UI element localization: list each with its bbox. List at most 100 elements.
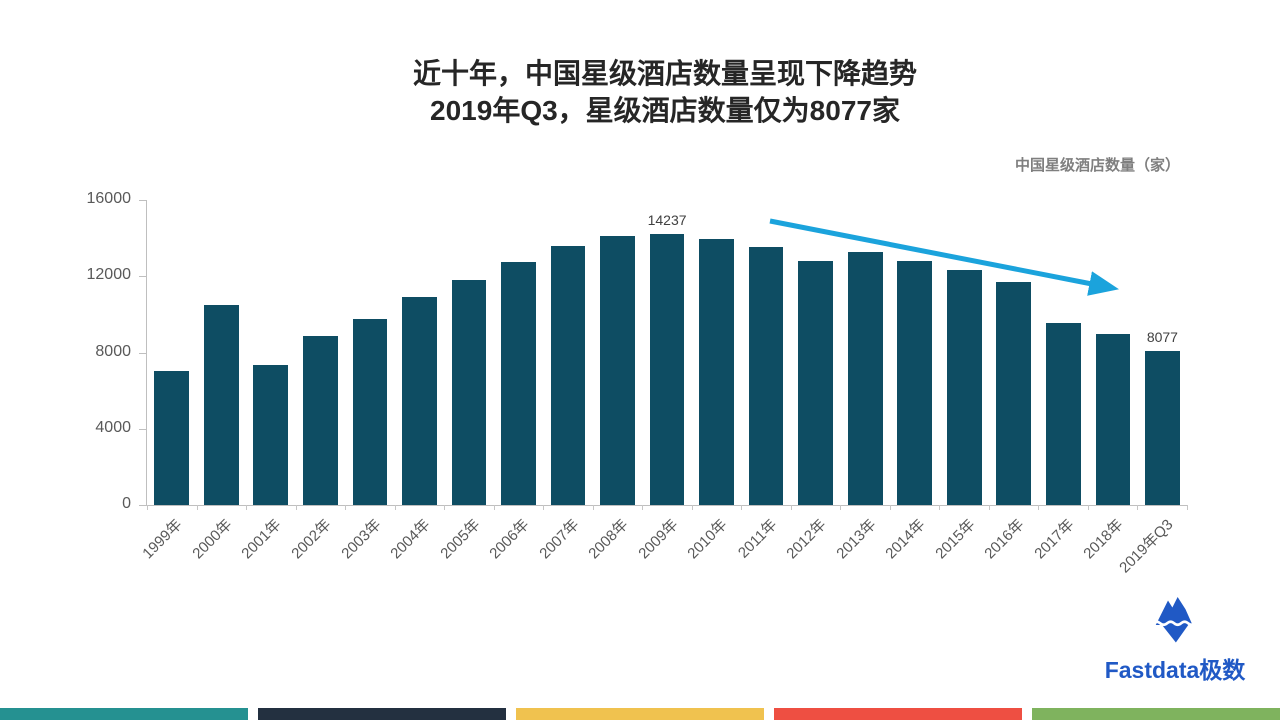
x-tick-label: 2003年 bbox=[337, 516, 385, 563]
bar-2013年 bbox=[847, 252, 883, 505]
bar-2003年 bbox=[352, 319, 388, 505]
x-tick-mark bbox=[493, 505, 495, 510]
x-tick-mark bbox=[295, 505, 297, 510]
x-tick-label: 2004年 bbox=[387, 516, 434, 563]
bar-column: 2003年 bbox=[338, 200, 395, 562]
x-tick-mark bbox=[592, 505, 594, 510]
x-tick-mark bbox=[345, 505, 347, 510]
bar-column: 2002年 bbox=[288, 200, 346, 562]
x-tick-label: 2010年 bbox=[684, 516, 731, 563]
y-tick-label: 16000 bbox=[86, 190, 132, 207]
bar-column: 1999年 bbox=[140, 200, 197, 562]
x-tick-label: 2014年 bbox=[882, 516, 929, 563]
x-tick-label: 2007年 bbox=[535, 516, 583, 563]
bar-column: 2007年 bbox=[536, 200, 593, 562]
x-tick-mark bbox=[1087, 505, 1089, 510]
y-tick-mark bbox=[139, 428, 147, 430]
bar-2018年 bbox=[1095, 334, 1131, 505]
x-tick-label: 2002年 bbox=[288, 516, 335, 563]
bar-2001年 bbox=[253, 365, 289, 505]
x-tick-mark bbox=[147, 505, 148, 510]
data-label: 8077 bbox=[1146, 329, 1178, 345]
bar-column: 2013年 bbox=[833, 200, 890, 562]
bar-2016年 bbox=[996, 282, 1032, 505]
x-tick-label: 2015年 bbox=[932, 516, 979, 563]
stripe-segment bbox=[0, 708, 248, 720]
x-tick-label: 2000年 bbox=[189, 516, 236, 563]
bar-2005年 bbox=[451, 280, 487, 505]
x-tick-label: 2012年 bbox=[783, 516, 830, 563]
x-tick-mark bbox=[394, 505, 396, 510]
bar-column: 14237 2009年 bbox=[635, 200, 692, 562]
x-tick-mark bbox=[1187, 505, 1188, 510]
iceberg-icon bbox=[1152, 597, 1196, 643]
bar-chart: 0 4000 8000 12000 16000 1999年 2000年 2001年 2002年… bbox=[87, 190, 1188, 577]
bar-column: 2012年 bbox=[784, 200, 841, 562]
x-tick-mark bbox=[196, 505, 198, 510]
bar-2015年 bbox=[946, 270, 982, 505]
x-tick-label: 2013年 bbox=[833, 516, 880, 563]
bar-2012年 bbox=[798, 261, 833, 505]
plot-area: 1999年 2000年 2001年 2002年 2003年 2004年 2005年 2006年… bbox=[140, 200, 1188, 577]
bar-column: 8077 2019年Q3 bbox=[1116, 200, 1188, 577]
bar-2004年 bbox=[402, 297, 437, 505]
x-tick-mark bbox=[939, 505, 941, 510]
bar-2008年 bbox=[600, 236, 635, 505]
x-tick-mark bbox=[988, 505, 990, 510]
stripe-segment bbox=[1032, 708, 1280, 720]
x-tick-mark bbox=[246, 505, 248, 510]
bar-column: 2016年 bbox=[982, 200, 1039, 562]
footer-color-stripe bbox=[0, 708, 1280, 720]
x-tick-mark bbox=[1137, 505, 1139, 510]
x-tick-mark bbox=[642, 505, 644, 510]
bar-2017年 bbox=[1045, 323, 1081, 505]
x-tick-mark bbox=[691, 505, 693, 510]
y-tick-label: 8000 bbox=[95, 342, 131, 360]
y-tick-mark bbox=[139, 352, 147, 354]
x-tick-label: 2008年 bbox=[585, 516, 632, 563]
bar-column: 2011年 bbox=[735, 200, 791, 562]
bar-2000年 bbox=[203, 305, 239, 505]
bar-column: 2017年 bbox=[1031, 200, 1089, 562]
bar-2011年 bbox=[748, 247, 784, 505]
y-tick-label: 0 bbox=[122, 495, 131, 512]
x-tick-label: 2006年 bbox=[486, 516, 533, 563]
y-tick-mark bbox=[139, 200, 147, 201]
bar-column: 2000年 bbox=[189, 200, 247, 562]
chart-title-line2: 2019年Q3，星级酒店数量仅为8077家 bbox=[430, 95, 900, 126]
bar-2007年 bbox=[550, 246, 586, 505]
stripe-segment bbox=[516, 708, 764, 720]
x-tick-label: 2011年 bbox=[734, 516, 781, 562]
x-tick-label: 2005年 bbox=[436, 516, 484, 563]
x-tick-label: 2016年 bbox=[981, 516, 1028, 563]
bar-column: 2008年 bbox=[585, 200, 643, 562]
bar-1999年 bbox=[154, 371, 190, 505]
bar-2009年 bbox=[649, 234, 685, 505]
x-tick-label: 2009年 bbox=[634, 516, 682, 563]
fastdata-logo: Fastdata极数 bbox=[1095, 590, 1255, 685]
x-tick-label: 1999年 bbox=[139, 516, 186, 563]
bar-column: 2006年 bbox=[486, 200, 544, 562]
x-tick-mark bbox=[1038, 505, 1040, 510]
x-tick-label: 2019年Q3 bbox=[1116, 516, 1177, 577]
bar-column: 2018年 bbox=[1081, 200, 1138, 562]
x-tick-label: 2001年 bbox=[238, 516, 285, 563]
x-tick-mark bbox=[889, 505, 891, 510]
x-tick-mark bbox=[543, 505, 545, 510]
bar-2010年 bbox=[699, 239, 734, 505]
x-tick-mark bbox=[444, 505, 446, 510]
bar-column: 2010年 bbox=[685, 200, 742, 562]
bar-2014年 bbox=[897, 261, 933, 505]
x-tick-mark bbox=[790, 505, 792, 510]
x-tick-label: 2017年 bbox=[1031, 516, 1078, 563]
y-tick-label: 12000 bbox=[86, 266, 132, 284]
y-tick-label: 4000 bbox=[95, 418, 131, 436]
bar-2019年Q3 bbox=[1145, 351, 1180, 505]
stripe-segment bbox=[774, 708, 1022, 720]
bar-column: 2001年 bbox=[239, 200, 296, 562]
x-tick-mark bbox=[741, 505, 743, 510]
bar-2006年 bbox=[501, 262, 536, 505]
bar-column: 2014年 bbox=[883, 200, 940, 562]
chart-title: 近十年，中国星级酒店数量呈现下降趋势 2019年Q3，星级酒店数量仅为8077家 bbox=[50, 55, 1280, 129]
